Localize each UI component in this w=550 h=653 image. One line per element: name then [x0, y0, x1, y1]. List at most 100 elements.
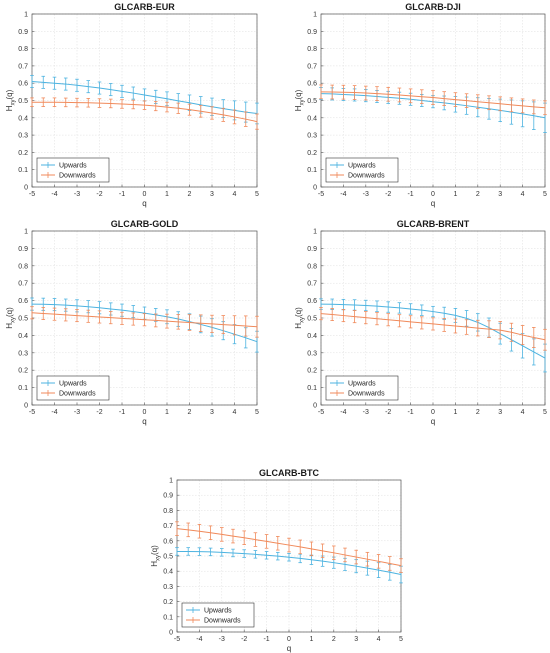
y-tick-label: 0.5	[307, 98, 317, 105]
y-tick-label: 0.1	[307, 385, 317, 392]
x-tick-label: 3	[498, 409, 502, 416]
x-tick-label: 5	[543, 191, 547, 198]
y-tick-label: 0	[313, 185, 317, 192]
y-tick-label: 0.9	[18, 246, 28, 253]
x-tick-label: -2	[385, 191, 391, 198]
legend-label: Upwards	[348, 381, 376, 388]
x-tick-label: -5	[29, 191, 35, 198]
legend-box	[325, 375, 399, 401]
x-tick-label: 3	[354, 636, 358, 643]
x-axis-label: q	[431, 417, 435, 426]
x-tick-label: -5	[318, 191, 324, 198]
legend-label: Upwards	[59, 163, 87, 170]
x-tick-label: 1	[309, 636, 313, 643]
x-tick-label: 0	[143, 191, 147, 198]
legend-label: Downwards	[204, 618, 241, 625]
y-tick-label: 0.5	[307, 316, 317, 323]
x-tick-label: 3	[210, 409, 214, 416]
y-tick-label: 0.3	[307, 133, 317, 140]
x-tick-label: 5	[255, 191, 259, 198]
y-tick-label: 0.7	[307, 63, 317, 70]
y-tick-label: 0.6	[18, 298, 28, 305]
chart-5: -5 -4 -3 -2 -1 0 1 2 3 4 5 0 0.1 0.2 0.3 0.4 0.5 0.6 0.7 0.…	[150, 468, 403, 653]
y-tick-label: 0.4	[307, 115, 317, 122]
legend-box	[325, 157, 399, 183]
y-tick-label: 0.6	[307, 81, 317, 88]
x-tick-label: 1	[453, 191, 457, 198]
legend: Upwards Downwards	[325, 375, 399, 401]
y-tick-label: 0.8	[163, 508, 173, 515]
y-tick-label: 0.7	[163, 523, 173, 530]
series-downwards	[319, 307, 547, 351]
x-tick-label: -2	[241, 636, 247, 643]
x-tick-label: -4	[51, 409, 57, 416]
series-downwards	[30, 97, 259, 130]
legend-label: Upwards	[204, 608, 232, 615]
series-line	[32, 101, 258, 123]
x-tick-label: -3	[363, 409, 369, 416]
x-tick-label: -3	[219, 636, 225, 643]
y-tick-label: 0.2	[307, 150, 317, 157]
x-tick-label: 1	[165, 191, 169, 198]
x-tick-label: -1	[119, 191, 125, 198]
legend-label: Downwards	[59, 391, 96, 398]
y-tick-label: 0.4	[307, 333, 317, 340]
series-line	[31, 80, 258, 114]
series-downwards	[175, 521, 403, 573]
x-tick-label: 5	[255, 409, 259, 416]
y-axis-label: Hxy(q)	[294, 307, 306, 329]
chart-title: GLCARB-EUR	[114, 2, 175, 12]
x-tick-label: 4	[233, 191, 237, 198]
y-tick-label: 0.9	[307, 29, 317, 36]
x-tick-label: 2	[332, 636, 336, 643]
legend-label: Downwards	[348, 391, 385, 398]
y-axis-label: Hxy(q)	[5, 307, 17, 329]
y-tick-label: 0.5	[18, 316, 28, 323]
x-tick-label: -1	[407, 191, 413, 198]
legend: Upwards Downwards	[181, 602, 255, 628]
y-tick-label: 1	[24, 229, 28, 236]
x-tick-label: -2	[385, 409, 391, 416]
legend-box	[36, 375, 110, 401]
x-tick-label: -1	[407, 409, 413, 416]
y-tick-label: 0	[313, 403, 317, 410]
y-tick-label: 1	[313, 229, 317, 236]
x-tick-label: -3	[74, 409, 80, 416]
legend: Upwards Downwards	[325, 157, 399, 183]
x-tick-label: 4	[521, 191, 525, 198]
x-tick-label: 4	[521, 409, 525, 416]
y-tick-label: 0.9	[163, 493, 173, 500]
y-tick-label: 0.1	[307, 167, 317, 174]
y-tick-label: 0.4	[163, 569, 173, 576]
legend-label: Downwards	[348, 173, 385, 180]
legend: Upwards Downwards	[36, 157, 110, 183]
x-tick-label: 0	[431, 191, 435, 198]
x-tick-label: 4	[377, 636, 381, 643]
y-tick-label: 0.7	[18, 281, 28, 288]
x-tick-label: -4	[340, 191, 346, 198]
x-tick-label: -1	[119, 409, 125, 416]
y-tick-label: 0.3	[307, 350, 317, 357]
x-tick-label: 2	[476, 409, 480, 416]
y-tick-label: 0.2	[307, 368, 317, 375]
x-tick-label: -1	[263, 636, 269, 643]
y-tick-label: 0.8	[18, 263, 28, 270]
y-tick-label: 0.7	[18, 63, 28, 70]
x-axis-label: q	[142, 199, 146, 208]
x-tick-label: 2	[476, 191, 480, 198]
y-tick-label: 0.3	[18, 350, 28, 357]
x-axis-label: q	[431, 199, 435, 208]
legend-label: Downwards	[59, 173, 96, 180]
series-line	[31, 312, 258, 328]
y-tick-label: 0.1	[18, 167, 28, 174]
y-tick-label: 0.6	[307, 298, 317, 305]
y-tick-label: 0.2	[18, 150, 28, 157]
y-tick-label: 0.8	[307, 46, 317, 53]
x-tick-label: 1	[165, 409, 169, 416]
legend-label: Upwards	[348, 163, 376, 170]
y-tick-label: 0.4	[18, 333, 28, 340]
y-tick-label: 0.4	[18, 115, 28, 122]
legend: Upwards Downwards	[36, 375, 110, 401]
x-tick-label: 2	[188, 409, 192, 416]
chart-3: -5 -4 -3 -2 -1 0 1 2 3 4 5 0 0.1 0.2 0.3 0.4 0.5 0.6 0.7 0.…	[5, 219, 259, 426]
